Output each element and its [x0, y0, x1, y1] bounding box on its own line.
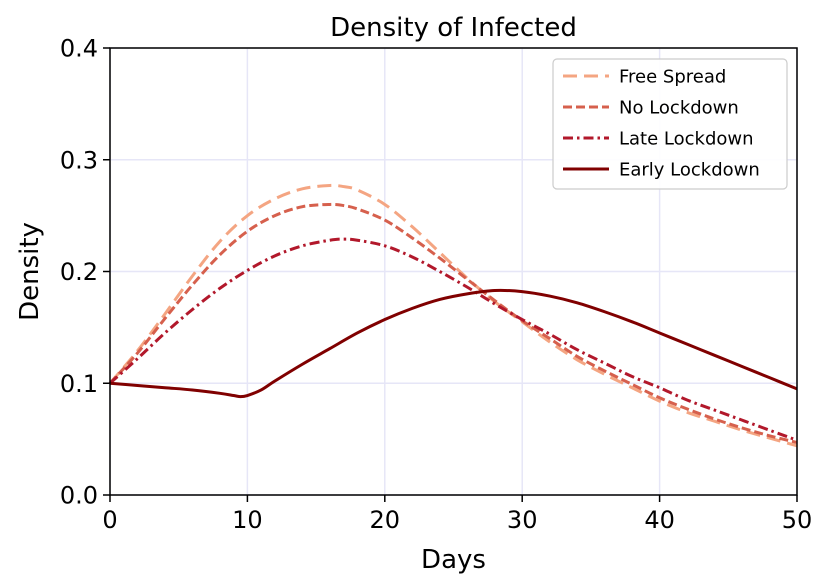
y-tick-label: 0.1 [60, 370, 98, 398]
x-tick-label: 30 [507, 506, 538, 534]
series-line-late-lockdown [108, 237, 798, 442]
legend-box [552, 58, 788, 190]
y-tick-label: 0.2 [60, 258, 98, 286]
x-tick-label: 0 [102, 506, 117, 534]
y-tick-label: 0.0 [60, 482, 98, 510]
x-tick-label: 40 [644, 506, 675, 534]
x-tick-label: 20 [370, 506, 401, 534]
x-axis-ticks: 0 10 20 30 40 50 [102, 495, 812, 534]
chart-title: Density of Infected [330, 13, 577, 43]
legend-label: No Lockdown [619, 98, 739, 119]
legend-label: Early Lockdown [619, 160, 760, 181]
series-line-free-spread [108, 183, 798, 448]
x-axis-label: Days [421, 545, 486, 575]
legend-label: Late Lockdown [619, 129, 754, 150]
legend-label: Free Spread [619, 67, 726, 88]
series-line-early-lockdown [109, 288, 798, 399]
y-tick-label: 0.3 [60, 146, 98, 174]
y-tick-label: 0.4 [60, 35, 98, 63]
legend: Free Spread No Lockdown Late Lockdown Early… [552, 58, 788, 190]
y-axis-label: Density [15, 222, 45, 321]
series-line-no-lockdown [108, 202, 798, 444]
y-axis-ticks: 0.0 0.1 0.2 0.3 0.4 [60, 35, 110, 510]
x-tick-label: 10 [232, 506, 263, 534]
x-tick-label: 50 [782, 506, 813, 534]
series-layer [108, 183, 798, 448]
